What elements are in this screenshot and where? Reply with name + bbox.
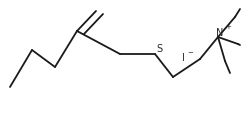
Text: I: I	[181, 53, 184, 62]
Text: S: S	[156, 44, 162, 54]
Text: −: −	[187, 50, 193, 56]
Text: N: N	[216, 28, 224, 38]
Text: +: +	[225, 24, 231, 30]
Text: O: O	[92, 0, 100, 2]
